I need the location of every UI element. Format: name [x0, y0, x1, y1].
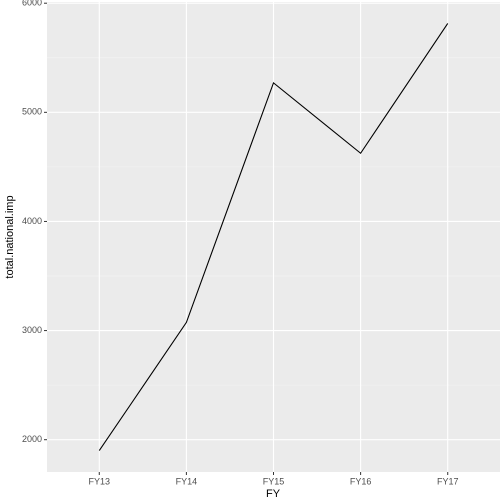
- y-tick-label: 4000: [22, 216, 42, 226]
- y-tick-label: 5000: [22, 107, 42, 117]
- line: [98, 23, 449, 451]
- y-tick-label: 6000: [22, 0, 42, 8]
- x-tick-label: FY15: [263, 476, 285, 486]
- x-tick-label: FY16: [350, 476, 372, 486]
- x-tick-label: FY13: [89, 476, 111, 486]
- x-axis-title: FY: [266, 488, 281, 500]
- y-axis-title: total.national.imp: [4, 195, 16, 278]
- y-tick-label: 2000: [22, 434, 42, 444]
- y-tick-label: 3000: [22, 325, 42, 335]
- x-tick-label: FY17: [437, 476, 459, 486]
- x-tick-label: FY14: [176, 476, 198, 486]
